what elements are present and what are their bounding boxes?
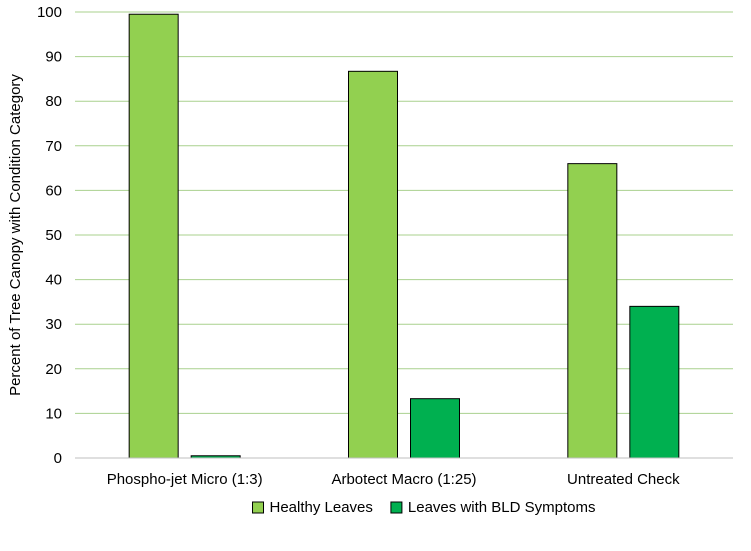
x-tick-label: Untreated Check [567,471,680,488]
legend-swatch [390,501,403,514]
gridlines [75,11,733,414]
y-tick-label: 10 [45,405,62,422]
axes: 0 10 20 30 40 50 60 70 80 90 100 Phospho-jet Micro … [37,4,733,488]
legend: Healthy Leaves Leaves with BLD Symptoms [252,499,596,516]
bar-healthy-leaves [348,70,398,459]
bar-healthy-leaves [567,163,618,459]
y-tick-label: 80 [45,93,62,110]
x-tick-label: Arbotect Macro (1:25) [331,471,476,488]
y-tick-label: 40 [45,272,62,289]
bar-bld-symptoms [629,305,680,459]
bar-bld-symptoms [410,398,460,459]
y-tick-label: 90 [45,49,62,66]
y-tick-label: 50 [45,227,62,244]
y-axis-title: Percent of Tree Canopy with Condition Ca… [7,74,24,396]
y-tick-label: 100 [37,4,62,21]
y-tick-label: 20 [45,361,62,378]
x-tick-label: Phospho-jet Micro (1:3) [107,471,263,488]
y-tick-label: 70 [45,138,62,155]
legend-label: Leaves with BLD Symptoms [408,499,596,516]
bars [128,13,680,459]
y-tick-label: 0 [54,450,62,467]
bar-healthy-leaves [128,13,179,459]
y-tick-label: 60 [45,182,62,199]
legend-swatch [252,501,265,514]
y-tick-label: 30 [45,316,62,333]
legend-label: Healthy Leaves [270,499,373,516]
